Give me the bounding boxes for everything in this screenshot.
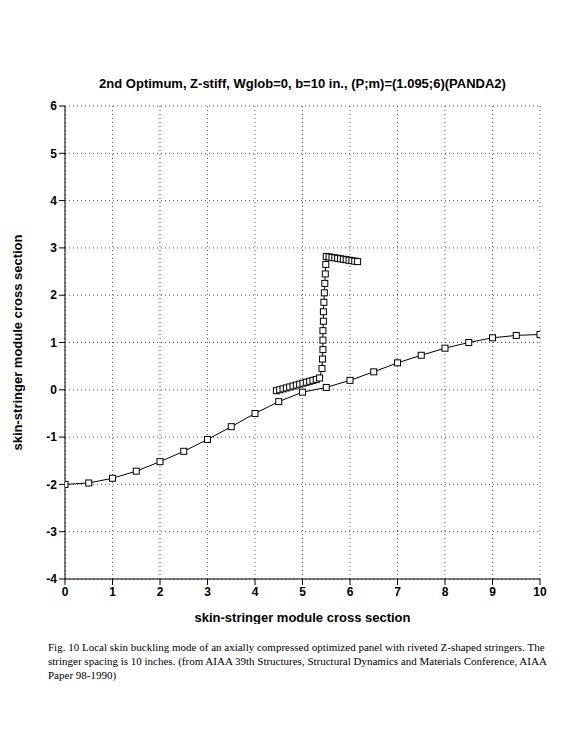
svg-text:0: 0 [50, 383, 57, 397]
html-text:Fig. 10 Local skin buckling mo: Fig. 10 Local skin buckling mode of an a… [48, 641, 547, 681]
svg-text:2: 2 [157, 585, 164, 599]
svg-text:7: 7 [394, 585, 401, 599]
svg-text:6: 6 [347, 585, 354, 599]
svg-text:5: 5 [299, 585, 306, 599]
svg-text:skin-stringer module cross sec: skin-stringer module cross section [194, 610, 410, 624]
svg-text:-3: -3 [46, 525, 57, 539]
svg-text:-2: -2 [46, 478, 57, 492]
svg-text:skin-stringer module cross sec: skin-stringer module cross section [10, 234, 25, 450]
html-text:2nd Optimum, Z-stiff, Wglob=0,: 2nd Optimum, Z-stiff, Wglob=0, b=10 in.,… [99, 76, 506, 91]
svg-text:3: 3 [204, 585, 211, 599]
svg-text:1: 1 [109, 585, 116, 599]
svg-text:-4: -4 [46, 572, 57, 586]
svg-text:2: 2 [50, 288, 57, 302]
svg-text:6: 6 [50, 99, 57, 113]
svg-text:-1: -1 [46, 430, 57, 444]
svg-text:5: 5 [50, 147, 57, 161]
svg-text:4: 4 [252, 585, 259, 599]
svg-text:0: 0 [62, 585, 69, 599]
svg-text:10: 10 [533, 585, 547, 599]
svg-text:1: 1 [50, 336, 57, 350]
svg-text:4: 4 [50, 194, 57, 208]
svg-text:3: 3 [50, 241, 57, 255]
svg-text:8: 8 [442, 585, 449, 599]
svg-text:9: 9 [489, 585, 496, 599]
